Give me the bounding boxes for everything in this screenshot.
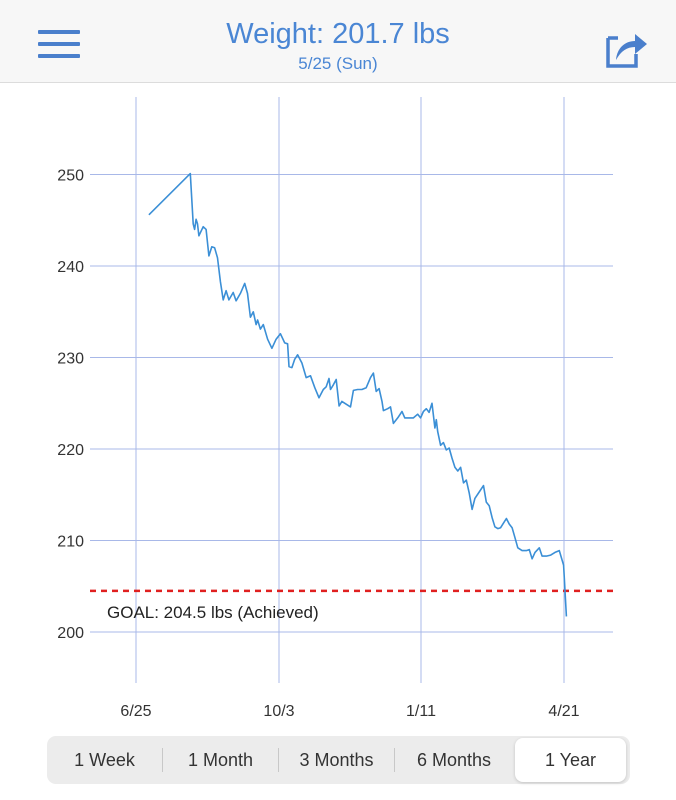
x-tick-label: 6/25 — [120, 703, 151, 720]
y-tick-label: 240 — [57, 259, 84, 276]
goal-label: GOAL: 204.5 lbs (Achieved) — [107, 603, 319, 622]
range-option-6-months[interactable]: 6 Months — [416, 750, 492, 770]
range-option-1-year[interactable]: 1 Year — [515, 738, 626, 782]
y-tick-label: 200 — [57, 625, 84, 642]
y-tick-label: 250 — [57, 168, 84, 185]
segment-divider — [394, 748, 395, 772]
share-icon[interactable] — [604, 26, 648, 70]
x-axis: 6/25 10/3 1/11 4/21 — [120, 703, 579, 720]
weight-line-chart: GOAL: 204.5 lbs (Achieved) 2002102202302… — [57, 97, 613, 720]
weight-series-line — [148, 172, 568, 617]
weight-series — [148, 172, 568, 617]
page-subtitle-date: 5/25 (Sun) — [298, 54, 378, 73]
y-tick-label: 210 — [57, 534, 84, 551]
app-header: Weight: 201.7 lbs 5/25 (Sun) — [0, 0, 676, 83]
y-tick-label: 230 — [57, 351, 84, 368]
range-option-1-month[interactable]: 1 Month — [187, 750, 254, 770]
segment-divider — [162, 748, 163, 772]
x-tick-label: 10/3 — [263, 703, 294, 720]
y-tick-label: 220 — [57, 442, 84, 459]
header-title-block: Weight: 201.7 lbs 5/25 (Sun) — [120, 16, 556, 75]
goal-line-group: GOAL: 204.5 lbs (Achieved) — [90, 589, 613, 622]
x-tick-label: 1/11 — [406, 703, 436, 720]
chart-grid — [90, 97, 613, 683]
time-range-selector: 1 Week 1 Month 3 Months 6 Months 1 Year — [47, 736, 630, 784]
page-title: Weight: 201.7 lbs — [226, 18, 450, 50]
y-axis: 200 210 220 230 240 250 — [57, 168, 84, 643]
x-tick-label: 4/21 — [548, 703, 579, 720]
hamburger-menu-icon[interactable] — [38, 30, 82, 62]
range-option-3-months[interactable]: 3 Months — [299, 750, 374, 770]
range-option-1-week[interactable]: 1 Week — [74, 750, 135, 770]
segment-divider — [278, 748, 279, 772]
